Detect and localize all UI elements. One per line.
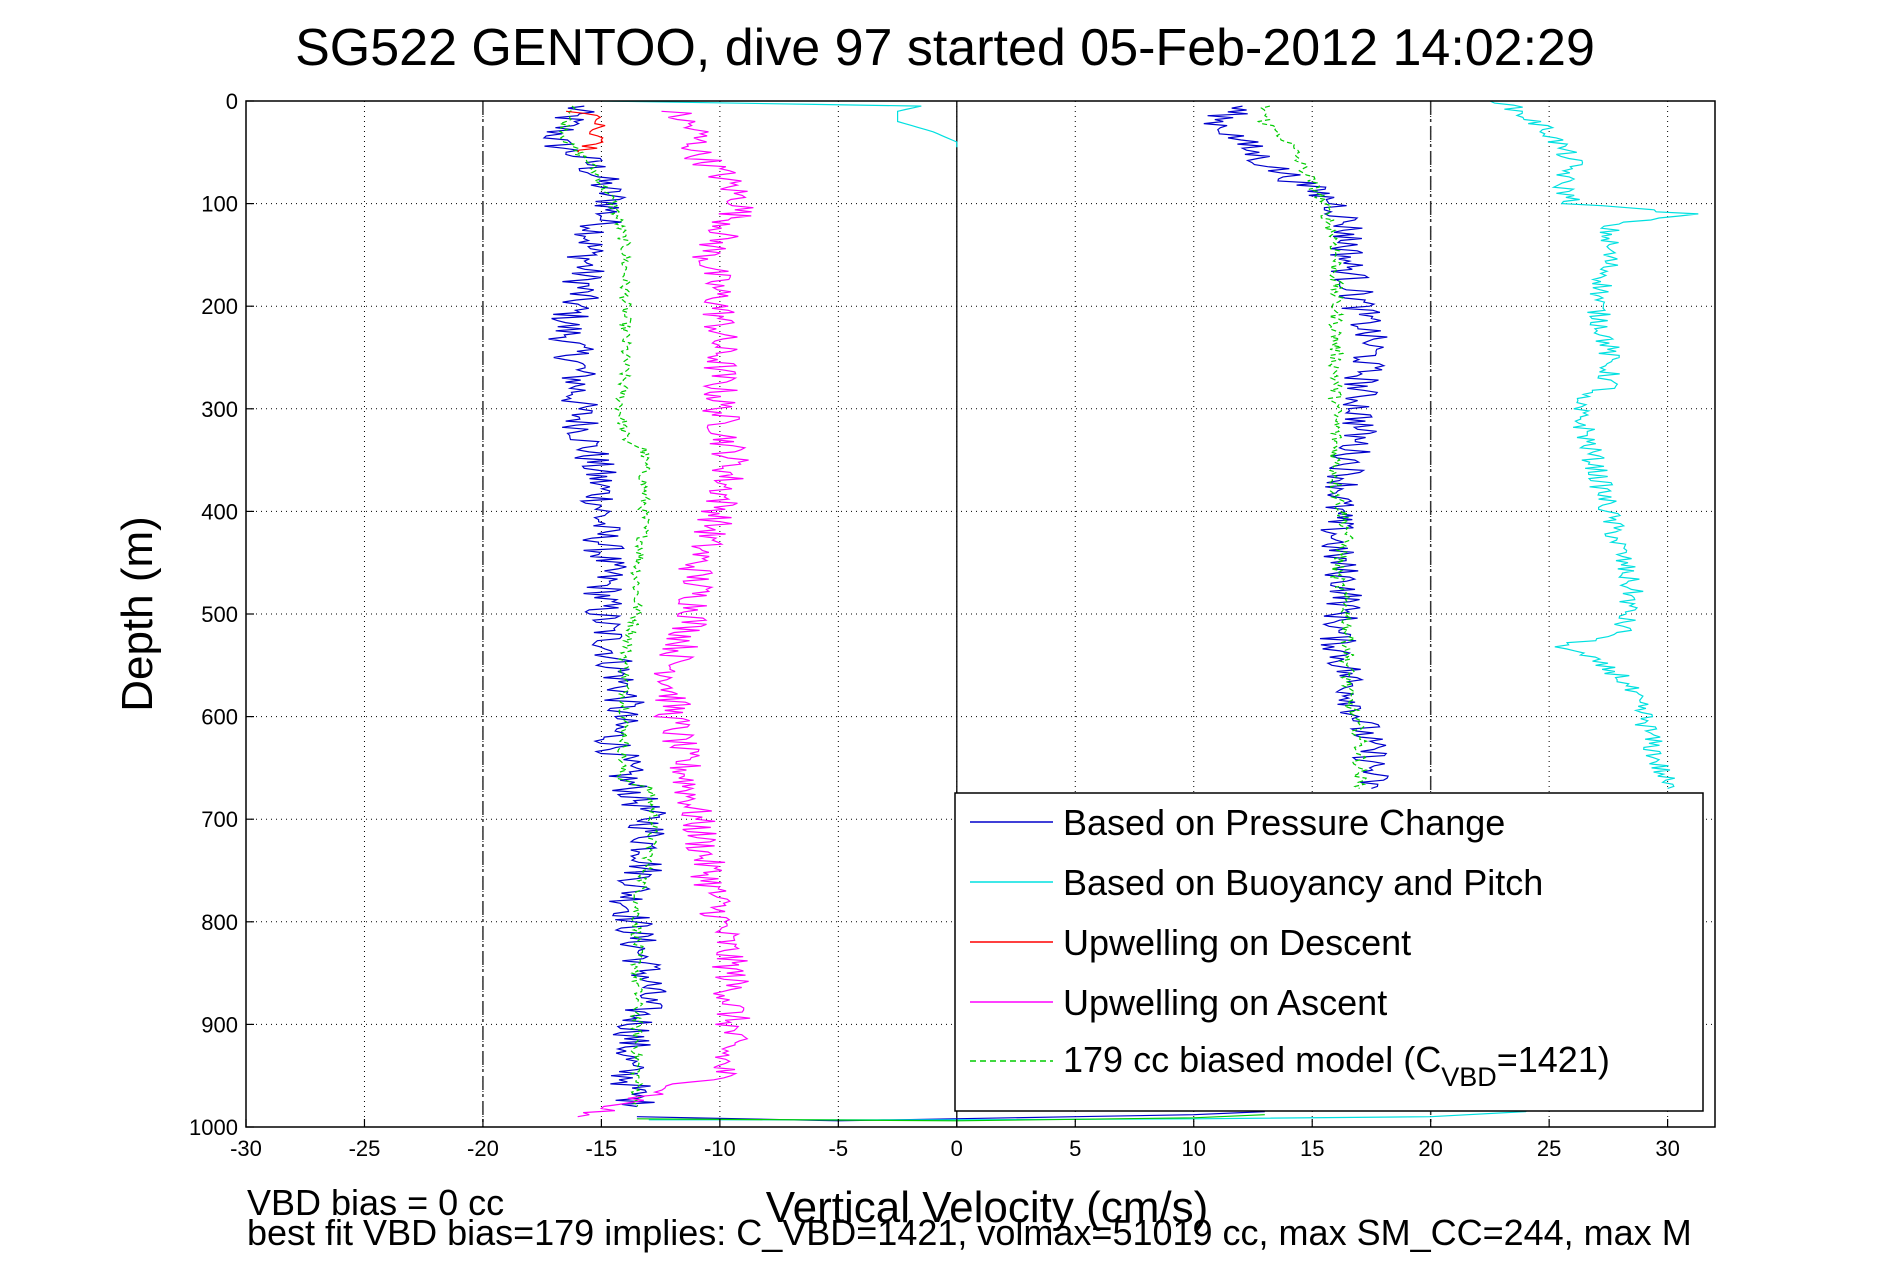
y-axis-label: Depth (m)	[113, 516, 162, 712]
x-tick-label: -25	[349, 1136, 381, 1161]
x-ticks: -30 -25 -20 -15 -10 -5 0 5 10 15 20 25 30	[230, 1119, 1680, 1161]
x-tick-label: 30	[1655, 1136, 1679, 1161]
x-tick-label: -15	[586, 1136, 618, 1161]
y-tick-label: 1000	[189, 1115, 238, 1140]
legend-label-biased-model-sub: VBD	[1441, 1062, 1497, 1092]
legend-label-pressure-change: Based on Pressure Change	[1063, 802, 1505, 843]
y-tick-label: 100	[201, 192, 238, 217]
legend-label-biased-model-end: =1421)	[1497, 1039, 1610, 1080]
legend-label-upwelling-ascent: Upwelling on Ascent	[1063, 982, 1387, 1023]
y-tick-label: 400	[201, 499, 238, 524]
legend-item-upwelling-ascent: Upwelling on Ascent	[970, 982, 1387, 1023]
y-tick-label: 500	[201, 602, 238, 627]
x-tick-label: 0	[951, 1136, 963, 1161]
series-line-7	[601, 101, 958, 148]
x-tick-label: 25	[1537, 1136, 1561, 1161]
legend-item-upwelling-descent: Upwelling on Descent	[970, 922, 1411, 963]
y-tick-label: 200	[201, 294, 238, 319]
series-line-5	[1256, 105, 1369, 789]
series-line-2	[566, 110, 606, 153]
y-ticks: 0 100 200 300 400 500 600 700 800 900 1000	[189, 89, 254, 1140]
x-tick-label: -20	[467, 1136, 499, 1161]
footer-best-fit: best fit VBD bias=179 implies: C_VBD=142…	[247, 1212, 1692, 1253]
y-tick-label: 900	[201, 1012, 238, 1037]
x-tick-label: 15	[1300, 1136, 1324, 1161]
legend-item-buoyancy-pitch: Based on Buoyancy and Pitch	[970, 862, 1543, 903]
legend-label-biased-model: 179 cc biased model (CVBD=1421)	[1063, 1039, 1610, 1092]
footer-vbd-bias: VBD bias = 0 cc	[247, 1182, 504, 1223]
legend-label-biased-model-main: 179 cc biased model (C	[1063, 1039, 1441, 1080]
legend-label-buoyancy-pitch: Based on Buoyancy and Pitch	[1063, 862, 1543, 903]
x-tick-label: 20	[1418, 1136, 1442, 1161]
y-tick-label: 800	[201, 910, 238, 935]
y-tick-label: 300	[201, 397, 238, 422]
x-tick-label: -30	[230, 1136, 262, 1161]
series-line-6	[1489, 101, 1699, 789]
x-tick-label: -10	[704, 1136, 736, 1161]
series-layer	[542, 101, 1699, 1122]
series-line-3	[577, 110, 754, 1118]
legend-box	[954, 792, 1704, 1112]
y-tick-label: 600	[201, 705, 238, 730]
series-line-1	[557, 105, 659, 1107]
x-tick-label: -5	[829, 1136, 849, 1161]
x-axis-label: Vertical Velocity (cm/s)	[766, 1183, 1209, 1232]
legend: Based on Pressure Change Based on Buoyan…	[954, 792, 1704, 1112]
legend-item-biased-model: 179 cc biased model (CVBD=1421)	[970, 1039, 1610, 1092]
series-line-0	[542, 105, 667, 1108]
x-tick-label: 10	[1181, 1136, 1205, 1161]
y-tick-label: 700	[201, 807, 238, 832]
y-tick-label: 0	[226, 89, 238, 114]
legend-item-pressure-change: Based on Pressure Change	[970, 802, 1505, 843]
legend-label-upwelling-descent: Upwelling on Descent	[1063, 922, 1411, 963]
x-tick-label: 5	[1069, 1136, 1081, 1161]
series-line-4	[1203, 105, 1389, 789]
chart-title: SG522 GENTOO, dive 97 started 05-Feb-201…	[295, 19, 1595, 77]
